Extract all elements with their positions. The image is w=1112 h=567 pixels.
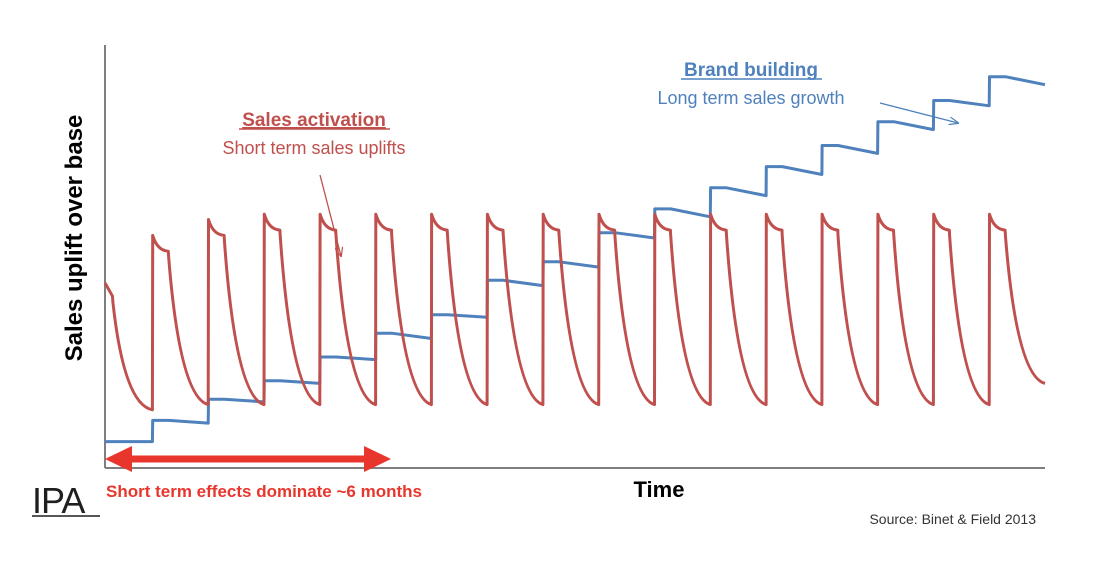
short-term-note: Short term effects dominate ~6 months: [106, 482, 422, 501]
short-term-double-arrow: [105, 446, 391, 472]
brand-building-arrow: [879, 102, 958, 123]
sales-activation-arrow: [319, 174, 341, 256]
sales-activation-line: [103, 212, 1046, 412]
brand-building-subtitle: Long term sales growth: [657, 88, 844, 108]
brand-building-line: [105, 75, 1046, 444]
svg-text:IPA: IPA: [32, 480, 85, 521]
x-axis-label: Time: [634, 477, 685, 502]
source-note: Source: Binet & Field 2013: [869, 511, 1036, 527]
series-layer: [103, 75, 1046, 444]
sales-activation-subtitle: Short term sales uplifts: [222, 138, 405, 158]
ipa-logo: IPA: [32, 480, 100, 521]
brand-building-title: Brand building: [684, 60, 818, 81]
sales-activation-title: Sales activation: [242, 110, 386, 131]
y-axis-label: Sales uplift over base: [61, 115, 88, 362]
